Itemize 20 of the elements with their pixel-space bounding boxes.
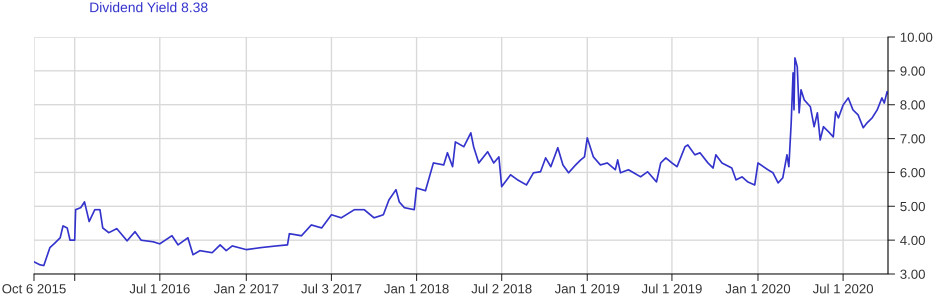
text: Dividend Yield 8.38: [90, 2, 208, 12]
x-tick-label: Oct 6 2015: [2, 284, 66, 294]
x-tick-label: Jan 1 2018: [384, 284, 449, 294]
x-tick-label: Jul 3 2017: [301, 284, 362, 294]
y-tick-label: 6.00: [900, 168, 925, 178]
x-tick-label: Jan 1 2019: [554, 284, 620, 294]
x-tick-label: Jul 1 2019: [642, 284, 702, 294]
x-tick-label: Jan 2 2017: [214, 284, 278, 294]
line-series: [34, 57, 888, 266]
y-tick-label: 4.00: [900, 236, 925, 246]
x-tick-label: Jan 1 2020: [726, 284, 790, 294]
y-tick-label: 8.00: [900, 100, 925, 110]
y-tick-label: 5.00: [900, 202, 925, 212]
x-tick-label: Jul 1 2016: [130, 284, 190, 294]
y-tick-label: 3.00: [900, 270, 925, 279]
x-tick-label: Jul 1 2020: [812, 284, 874, 294]
x-tick-label: Jul 2 2018: [471, 284, 532, 294]
y-tick-label: 9.00: [900, 66, 925, 76]
y-tick-label: 7.00: [900, 134, 925, 144]
y-tick-label: 10.00: [900, 32, 932, 42]
